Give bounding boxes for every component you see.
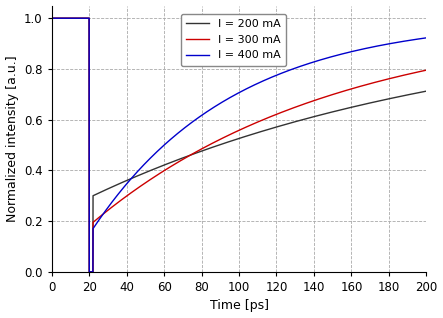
I = 200 mA bbox=[424, 89, 429, 93]
I = 400 mA bbox=[49, 16, 54, 20]
I = 300 mA bbox=[192, 151, 198, 155]
I = 400 mA bbox=[357, 48, 362, 52]
I = 300 mA bbox=[357, 85, 362, 88]
Line: I = 200 mA: I = 200 mA bbox=[52, 18, 426, 272]
I = 200 mA bbox=[117, 182, 123, 185]
I = 400 mA bbox=[329, 55, 334, 59]
I = 200 mA bbox=[86, 270, 92, 274]
I = 200 mA bbox=[329, 110, 334, 114]
I = 200 mA bbox=[192, 152, 198, 156]
Line: I = 400 mA: I = 400 mA bbox=[52, 18, 426, 272]
I = 400 mA bbox=[86, 270, 92, 274]
I = 200 mA bbox=[357, 103, 362, 107]
I = 400 mA bbox=[117, 190, 123, 194]
I = 300 mA bbox=[329, 93, 334, 97]
I = 300 mA bbox=[49, 16, 54, 20]
I = 400 mA bbox=[274, 73, 279, 77]
Y-axis label: Normalized intensity [a.u.]: Normalized intensity [a.u.] bbox=[6, 55, 19, 222]
I = 300 mA bbox=[86, 270, 92, 274]
Line: I = 300 mA: I = 300 mA bbox=[52, 18, 426, 272]
I = 200 mA bbox=[293, 120, 298, 124]
I = 400 mA bbox=[424, 36, 429, 40]
I = 200 mA bbox=[274, 125, 279, 129]
I = 200 mA bbox=[49, 16, 54, 20]
I = 300 mA bbox=[274, 112, 279, 116]
Legend: I = 200 mA, I = 300 mA, I = 400 mA: I = 200 mA, I = 300 mA, I = 400 mA bbox=[181, 14, 286, 66]
I = 400 mA bbox=[192, 118, 198, 122]
X-axis label: Time [ps]: Time [ps] bbox=[210, 300, 268, 313]
I = 300 mA bbox=[424, 68, 429, 72]
I = 300 mA bbox=[293, 105, 298, 109]
I = 400 mA bbox=[293, 66, 298, 70]
I = 300 mA bbox=[117, 199, 123, 203]
